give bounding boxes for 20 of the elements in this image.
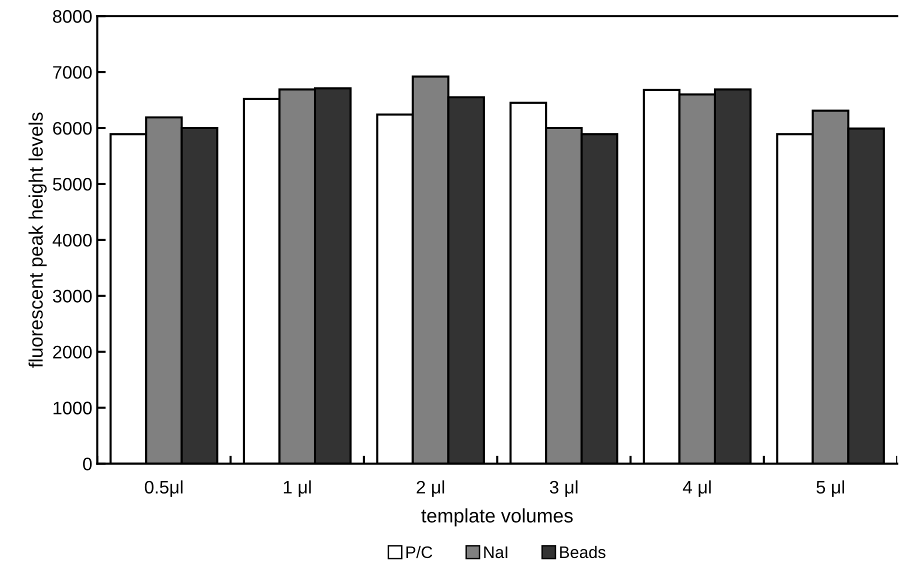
y-tick-label: 4000 (52, 234, 92, 247)
y-tick-label: 2000 (53, 346, 92, 359)
y-tick-label: 8000 (53, 10, 92, 23)
y-tick-label: 7000 (53, 66, 92, 79)
y-tick-label: 1000 (54, 402, 92, 414)
y-tick-label: 0 (83, 458, 92, 470)
x-tick-label: 2 μl (416, 480, 444, 497)
y-axis-title: fluorescent peak height levels (28, 112, 47, 368)
legend-label: P/C (406, 546, 432, 558)
legend-label: Beads (560, 546, 606, 558)
y-tick-label: 5000 (52, 178, 92, 191)
y-tick-label: 6000 (53, 122, 92, 135)
x-tick-label: 0.5μl (144, 480, 182, 497)
x-tick-label: 5 μl (816, 480, 844, 497)
y-tick-label: 3000 (52, 290, 92, 303)
legend-label: NaI (484, 546, 508, 558)
x-tick-label: 4 μl (682, 480, 711, 497)
x-tick-label: 3 μl (550, 480, 578, 497)
x-axis-title: template volumes (421, 508, 573, 526)
x-tick-label: 1 μl (284, 480, 311, 497)
